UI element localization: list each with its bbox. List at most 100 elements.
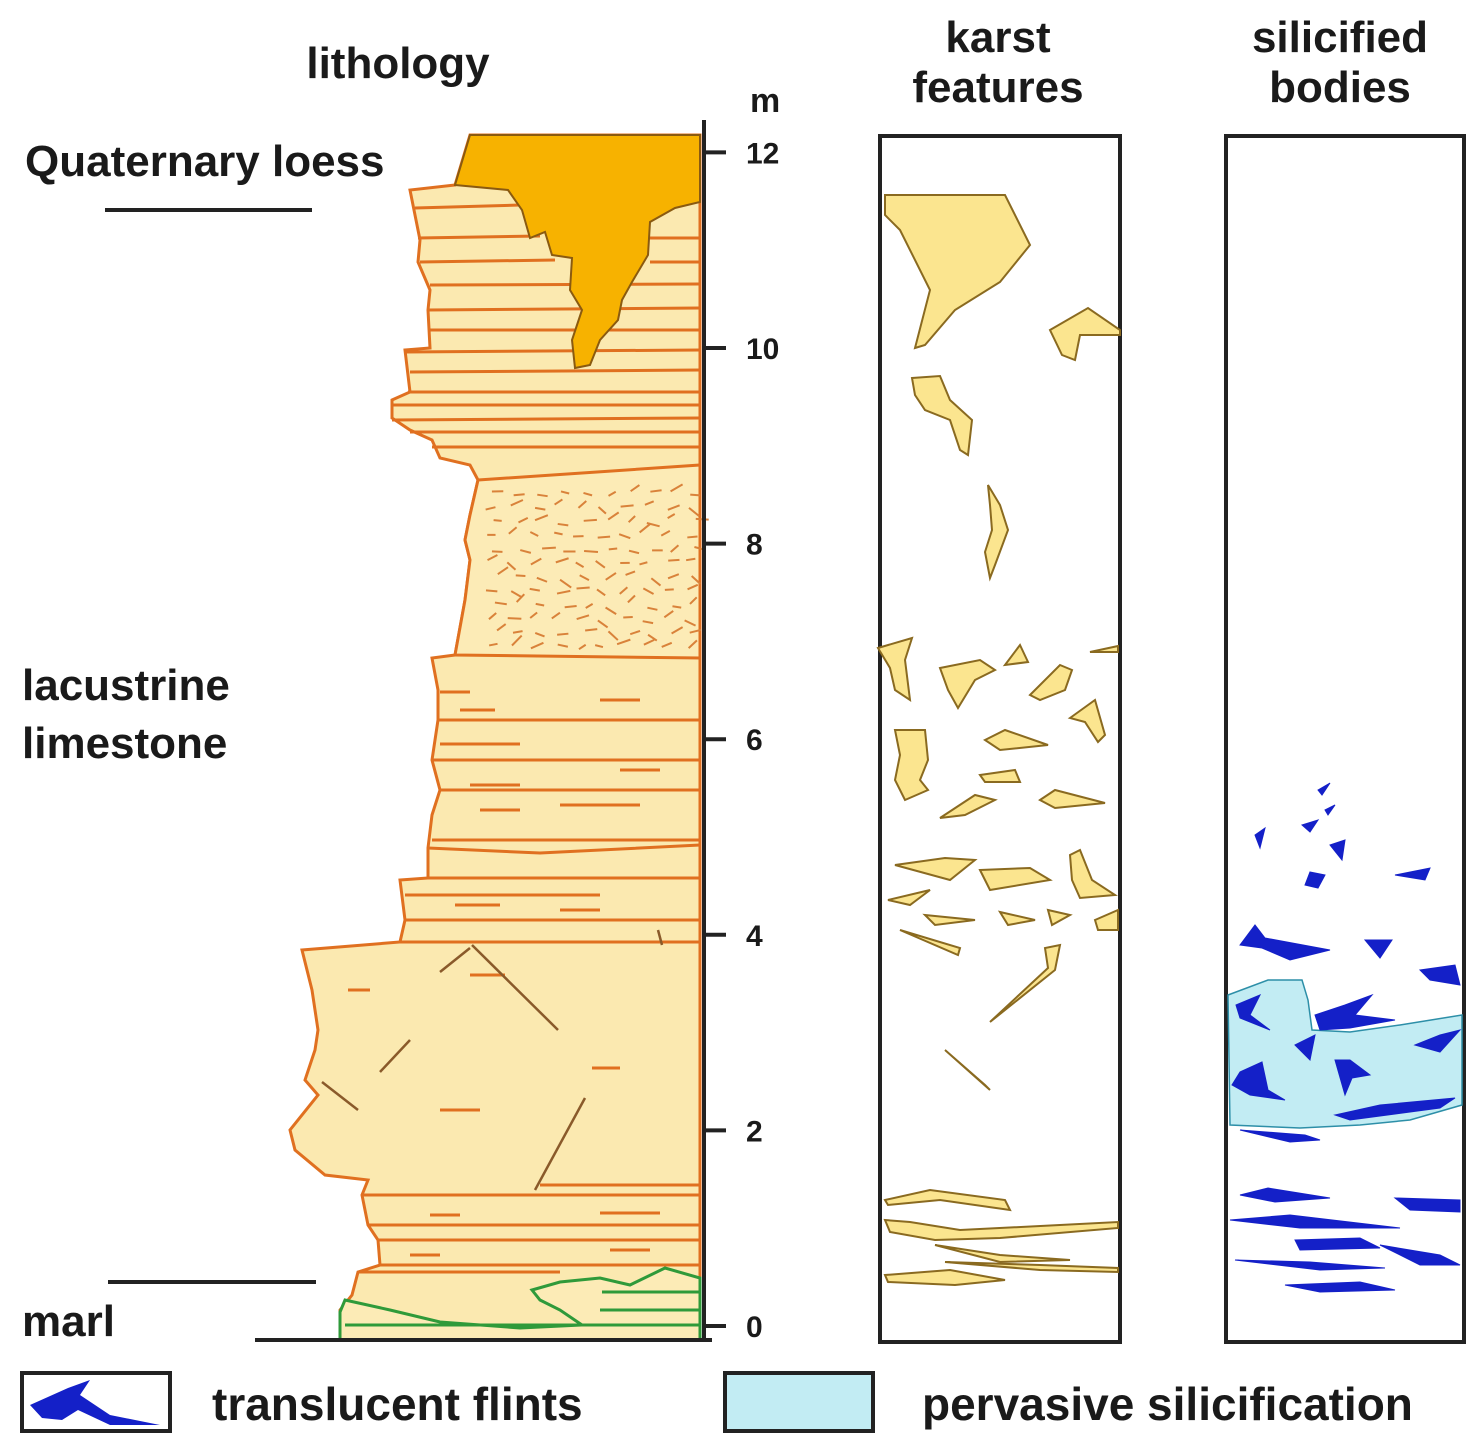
speckle-mark xyxy=(584,549,599,553)
speckle-mark xyxy=(577,500,587,509)
axis-tick-label-10: 10 xyxy=(746,333,779,366)
speckle-mark xyxy=(485,589,498,593)
speckle-mark xyxy=(542,546,556,550)
speckle-mark xyxy=(642,587,655,595)
speckle-mark xyxy=(630,484,640,492)
speckle-mark xyxy=(689,628,702,634)
lithology-header: lithology xyxy=(306,39,490,88)
speckle-mark xyxy=(559,578,572,589)
axis-tick-label-6: 6 xyxy=(746,724,763,757)
speckle-mark xyxy=(671,626,684,635)
speckle-mark xyxy=(513,493,525,497)
silicified-header-line1: silicified xyxy=(1252,13,1428,62)
speckle-mark xyxy=(605,606,617,615)
speckle-mark xyxy=(667,504,680,511)
speckle-mark xyxy=(650,577,662,587)
speckle-mark xyxy=(583,491,593,497)
speckle-mark xyxy=(557,522,569,527)
speckle-mark xyxy=(690,575,701,585)
speckle-mark xyxy=(511,634,523,647)
speckle-mark xyxy=(619,586,629,595)
speckle-mark xyxy=(530,557,542,566)
speckle-mark xyxy=(668,558,680,562)
speckle-mark xyxy=(664,588,674,591)
internal-bed-ticks xyxy=(348,698,660,1257)
speckle-mark xyxy=(646,522,660,528)
speckle-mark xyxy=(564,604,577,609)
speckle-mark xyxy=(560,490,570,495)
speckle-mark xyxy=(687,535,698,539)
speckle-mark xyxy=(627,515,636,523)
speckle-mark xyxy=(510,499,524,507)
lithology-column xyxy=(255,133,712,1342)
speckle-mark xyxy=(555,557,569,564)
speckle-mark xyxy=(607,511,620,521)
speckle-mark xyxy=(576,586,590,590)
speckle-mark xyxy=(694,546,704,551)
speckle-mark xyxy=(690,493,701,497)
speckle-mark xyxy=(519,549,532,554)
speckle-mark xyxy=(518,516,529,524)
flint-icon xyxy=(30,1380,160,1425)
axis-unit: m xyxy=(750,82,780,120)
speckle-mark xyxy=(534,514,549,522)
axis-tick-label-8: 8 xyxy=(746,529,763,562)
marl-laminae xyxy=(345,1290,700,1327)
speckle-mark xyxy=(685,557,696,562)
axis-tick-label-4: 4 xyxy=(746,920,763,953)
speckle-mark xyxy=(485,506,496,511)
speckle-mark xyxy=(557,632,569,636)
axis-tick-label-12: 12 xyxy=(746,137,779,170)
bed-boundaries-lower xyxy=(358,690,701,1274)
speckle-mark xyxy=(529,611,538,619)
speckle-mark xyxy=(687,583,699,591)
speckle-marks xyxy=(485,483,709,651)
legend: translucent flints pervasive silicificat… xyxy=(20,1371,1413,1433)
fractures xyxy=(321,929,664,1191)
legend-pervasive-swatch xyxy=(723,1371,875,1433)
speckle-mark xyxy=(585,628,598,632)
speckle-mark xyxy=(647,633,658,642)
speckle-mark xyxy=(515,574,526,577)
speckle-mark xyxy=(585,603,594,609)
speckle-mark xyxy=(537,493,548,498)
axis-tick-label-0: 0 xyxy=(746,1311,763,1344)
legend-flints-label: translucent flints xyxy=(212,1378,583,1430)
speckle-mark xyxy=(660,529,671,537)
speckle-mark xyxy=(627,594,636,604)
speckle-mark xyxy=(488,642,498,647)
speckle-mark xyxy=(661,641,673,648)
speckle-mark xyxy=(625,570,636,576)
speckle-mark xyxy=(596,588,606,597)
speckle-mark xyxy=(512,630,523,634)
speckle-mark xyxy=(583,518,597,522)
speckle-mark xyxy=(576,614,590,621)
marl-label: marl xyxy=(22,1297,115,1346)
speckle-mark xyxy=(529,587,541,592)
speckle-mark xyxy=(534,506,546,511)
speckle-mark xyxy=(496,623,507,632)
speckle-mark xyxy=(639,561,648,566)
speckle-mark xyxy=(554,498,563,506)
pervasive-silicification-zone xyxy=(1227,979,1463,1129)
karst-header-line1: karst xyxy=(945,13,1051,62)
speckle-mark xyxy=(597,619,609,629)
legend-pervasive-label: pervasive silicification xyxy=(922,1378,1413,1430)
speckle-mark xyxy=(534,632,545,638)
speckle-mark xyxy=(620,504,634,508)
speckle-mark xyxy=(579,574,590,582)
karst-header-line2: features xyxy=(912,63,1083,112)
speckle-mark xyxy=(530,641,544,650)
silicified-header-line2: bodies xyxy=(1269,63,1411,112)
speckle-mark xyxy=(605,572,617,581)
speckle-mark xyxy=(507,617,522,620)
speckle-mark xyxy=(488,612,497,620)
speckle-mark xyxy=(647,606,658,611)
speckle-mark xyxy=(663,610,674,619)
speckle-mark xyxy=(536,576,548,583)
depth-axis: m 0 2 4 6 8 10 12 xyxy=(702,82,780,1344)
speckle-mark xyxy=(595,560,606,569)
limestone-body xyxy=(288,133,702,1342)
speckle-mark xyxy=(556,589,571,595)
